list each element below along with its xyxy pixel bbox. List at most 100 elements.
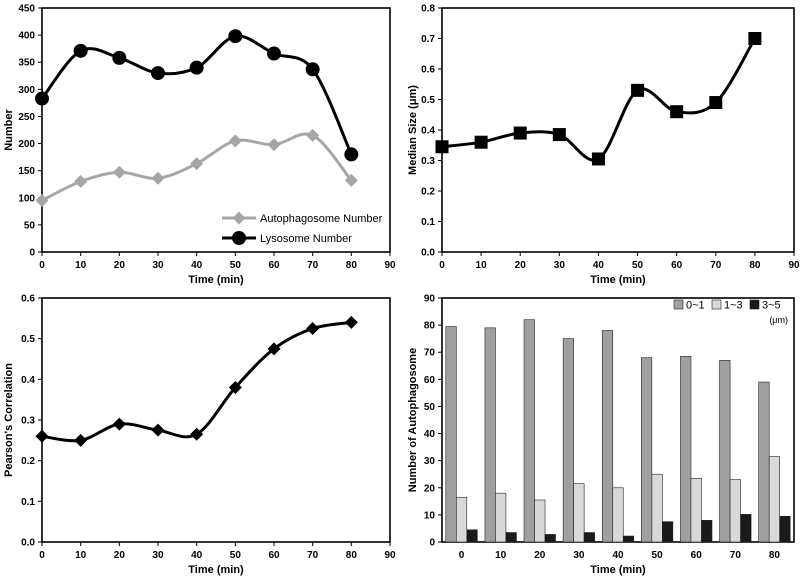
data-point — [112, 50, 127, 65]
y-tick-label: 0.5 — [21, 334, 35, 345]
x-tick-label: 30 — [152, 550, 164, 561]
y-tick-label: 0 — [429, 538, 435, 549]
plot-frame — [41, 297, 391, 543]
data-point — [73, 43, 88, 58]
x-tick-label: 0 — [439, 260, 445, 271]
bar — [651, 473, 663, 543]
data-point — [35, 193, 49, 207]
data-point — [228, 380, 242, 394]
data-point — [306, 128, 320, 142]
data-point — [151, 171, 165, 185]
legend: Autophagosome Number Lysosome Number — [222, 211, 383, 245]
data-point — [151, 66, 165, 81]
y-tick-label: 80 — [424, 321, 436, 332]
data-point — [709, 96, 723, 110]
x-tick-label: 30 — [152, 260, 164, 271]
y-tick-label: 90 — [424, 294, 436, 305]
data-point — [190, 157, 204, 171]
x-tick-label: 10 — [75, 550, 87, 561]
data-point — [112, 165, 126, 179]
data-point — [267, 46, 281, 61]
y-tick-label: 0.6 — [21, 294, 35, 305]
y-tick-label: 0.7 — [421, 34, 435, 45]
y-tick-label: 50 — [424, 402, 436, 413]
x-tick-label: 50 — [632, 260, 644, 271]
y-tick-label: 0.3 — [421, 156, 435, 167]
bar — [740, 514, 752, 543]
x-tick-label: 70 — [307, 550, 319, 561]
data-point — [513, 126, 527, 140]
data-point — [344, 315, 358, 329]
x-tick-label: 20 — [114, 550, 126, 561]
y-tick-label: 0.4 — [421, 126, 435, 137]
y-tick-label: 0.2 — [21, 456, 35, 467]
x-tick-label: 80 — [346, 550, 358, 561]
y-tick-label: 20 — [424, 483, 436, 494]
legend-label: Autophagosome Number — [260, 213, 383, 225]
legend-marker — [232, 211, 246, 225]
x-tick-label: 60 — [691, 550, 703, 561]
y-tick-label: 0.0 — [21, 538, 35, 549]
data-point — [474, 135, 488, 149]
x-tick-label: 10 — [495, 550, 507, 561]
x-tick-label: 90 — [788, 260, 800, 271]
y-tick-label: 0.5 — [421, 95, 435, 106]
bar — [719, 360, 731, 543]
y-tick-label: 450 — [18, 4, 35, 15]
bar — [768, 456, 780, 543]
y-tick-label: 250 — [18, 112, 35, 123]
data-point — [74, 175, 88, 189]
legend-swatch — [749, 299, 760, 310]
data-point — [435, 140, 449, 154]
y-tick-label: 100 — [18, 193, 35, 204]
series-line — [40, 34, 353, 156]
series-line — [41, 320, 352, 443]
bar — [562, 338, 574, 543]
legend-unit: (μm) — [769, 315, 788, 325]
y-axis-label: Median Size (μm) — [407, 85, 419, 175]
x-tick-label: 50 — [230, 260, 242, 271]
x-axis-label: Time (min) — [590, 564, 646, 576]
x-tick-label: 20 — [534, 550, 546, 561]
legend-swatch — [711, 299, 722, 310]
legend-swatch — [673, 299, 684, 310]
y-tick-label: 400 — [18, 31, 35, 42]
y-tick-label: 300 — [18, 85, 35, 96]
y-tick-label: 60 — [424, 375, 436, 386]
y-tick-label: 150 — [18, 166, 35, 177]
y-tick-label: 0.6 — [421, 65, 435, 76]
x-tick-label: 50 — [230, 550, 242, 561]
x-tick-label: 80 — [769, 550, 781, 561]
y-tick-label: 70 — [424, 348, 436, 359]
bar — [583, 532, 595, 543]
x-tick-label: 20 — [515, 260, 527, 271]
y-tick-label: 30 — [424, 456, 436, 467]
legend-label: 1~3 — [724, 300, 743, 312]
x-tick-label: 0 — [39, 260, 45, 271]
data-point — [591, 152, 605, 166]
legend-label: 0~1 — [686, 300, 705, 312]
plot-frame — [441, 7, 795, 253]
x-tick-label: 70 — [307, 260, 319, 271]
data-point — [305, 62, 320, 77]
bar — [779, 515, 791, 543]
y-tick-label: 0.1 — [421, 217, 435, 228]
bar — [612, 487, 624, 543]
x-tick-label: 60 — [671, 260, 683, 271]
x-tick-label: 70 — [710, 260, 722, 271]
y-tick-label: 0.2 — [421, 187, 435, 198]
data-point — [670, 105, 684, 119]
y-tick-label: 0.0 — [421, 248, 435, 259]
x-tick-label: 80 — [749, 260, 761, 271]
bar — [641, 357, 653, 543]
y-tick-label: 0.3 — [21, 416, 35, 427]
bar — [466, 529, 478, 543]
legend-label: Lysosome Number — [260, 233, 352, 245]
y-tick-label: 0.8 — [421, 4, 435, 15]
bar — [622, 535, 635, 543]
plot-frame — [41, 7, 391, 253]
x-tick-label: 0 — [459, 550, 465, 561]
y-tick-label: 200 — [18, 139, 35, 150]
